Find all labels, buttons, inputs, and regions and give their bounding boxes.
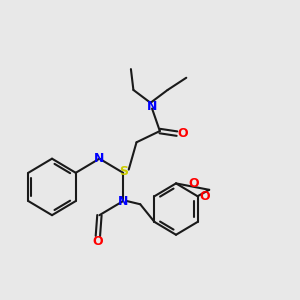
Text: O: O	[200, 190, 210, 203]
Text: O: O	[189, 177, 200, 190]
Text: N: N	[118, 195, 128, 208]
Text: N: N	[94, 152, 105, 165]
Text: O: O	[177, 127, 188, 140]
Text: O: O	[93, 235, 103, 248]
Text: S: S	[120, 165, 129, 178]
Text: N: N	[147, 100, 157, 113]
